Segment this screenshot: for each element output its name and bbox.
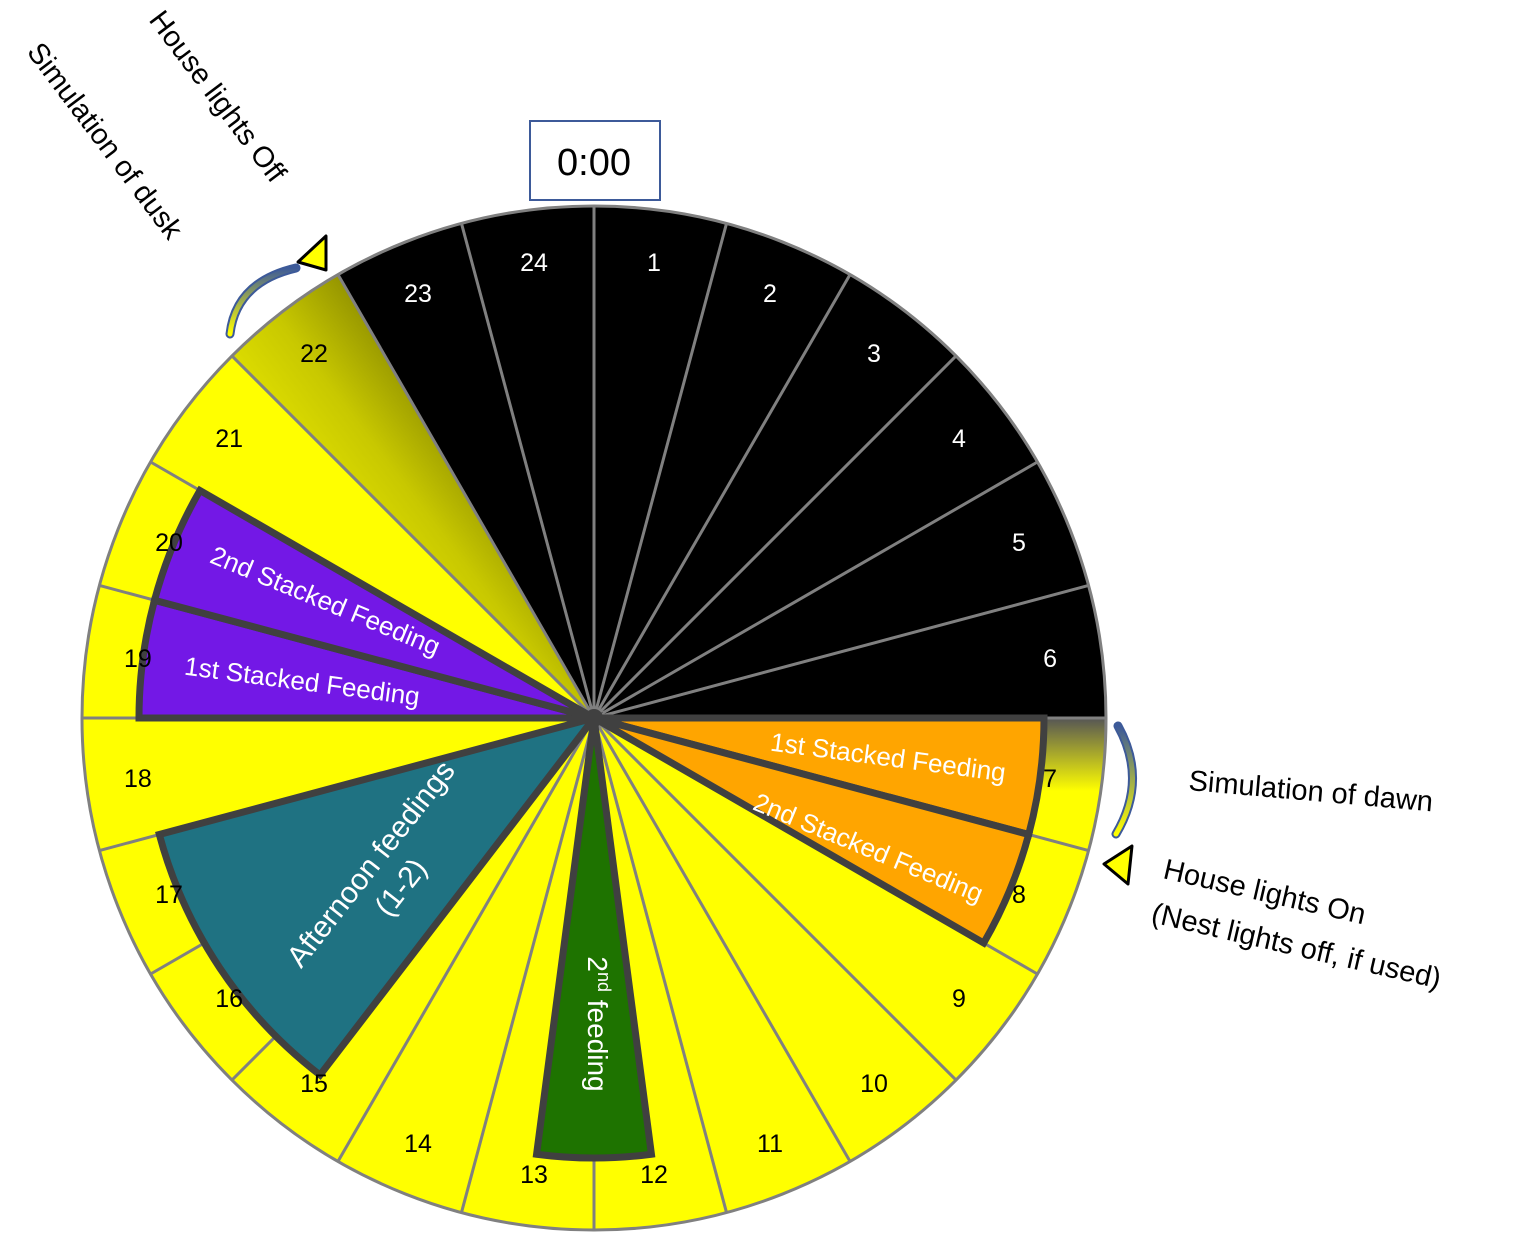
hour-divider [592,717,852,1163]
hour-label-7: 7 [1043,765,1057,793]
midday-feeding-label-sup: nd [594,972,614,992]
hour-label-3: 3 [867,340,881,368]
wheel-hub [585,709,603,727]
hour-label-17: 17 [155,881,183,909]
hour-label-14: 14 [404,1130,432,1158]
hour-label-20: 20 [155,529,183,557]
hour-label-13: 13 [520,1161,548,1189]
hour-sector-10 [594,718,957,1162]
hour-label-15: 15 [300,1070,328,1098]
hour-label-5: 5 [1012,529,1026,557]
hour-label-10: 10 [860,1070,888,1098]
hour-divider [592,273,852,719]
hour-label-16: 16 [215,985,243,1013]
midday-feeding-label-base: 2 [582,956,613,972]
feeding-sectors [135,485,1048,1162]
dusk-transition-arc-icon [225,263,301,339]
afternoon-feedings-sector [155,711,604,1080]
hour-sector-11 [594,718,850,1213]
hour-sector-22 [231,274,594,718]
hour-label-8: 8 [1012,881,1026,909]
hour-label-9: 9 [952,985,966,1013]
hour-divider [230,354,596,720]
hour-sector-21 [150,355,594,718]
time-box-frame [529,120,661,201]
hour-label-6: 6 [1043,645,1057,673]
hour-sector-4 [594,355,1038,718]
hour-sector-9 [594,718,1038,1081]
hour-sector-2 [594,223,850,718]
lights-on-arrow-icon [1102,844,1134,886]
hour-label-1: 1 [647,249,661,277]
evening-feeding-2-sector [150,485,596,722]
midday-feeding-label-rest: feeding [582,992,613,1092]
hour-label-19: 19 [124,645,152,673]
hour-divider [592,716,958,1082]
house-lights-off-label: House lights Off [142,5,292,189]
hour-label-11: 11 [757,1130,783,1158]
hour-label-24: 24 [520,249,548,277]
hour-label-21: 21 [215,425,243,453]
time-box-text: 0:00 [557,142,631,184]
midday-feeding-sector [532,717,656,1162]
dawn-transition-arc-icon [1111,721,1137,839]
dusk-simulation-label: Simulation of dusk [20,37,188,246]
hour-divider [592,354,958,720]
hour-label-18: 18 [124,765,152,793]
hour-divider [592,223,728,719]
hour-divider [460,223,596,719]
dawn-simulation-label: Simulation of dawn [1187,765,1434,818]
hour-label-2: 2 [763,280,777,308]
wheel-outer-ring [80,204,1108,1232]
hour-sector-14 [338,718,594,1213]
hour-label-23: 23 [404,280,432,308]
hour-divider [336,717,596,1163]
midnight-time-box: 0:00 [529,120,661,201]
hour-divider [460,717,596,1213]
hour-sector-3 [594,274,957,718]
hour-label-4: 4 [952,425,966,453]
midday-feeding-label: 2nd feeding [582,956,614,1091]
hour-divider [592,717,728,1213]
morning-feeding-2-sector [592,714,1033,948]
hour-divider [593,460,1039,720]
lights-off-arrow-icon [296,234,328,272]
hour-divider [593,584,1089,720]
hour-sector-23 [338,223,594,718]
hour-label-22: 22 [300,340,328,368]
hour-divider [336,273,596,719]
hour-sector-5 [594,462,1089,718]
hour-label-12: 12 [640,1161,668,1189]
